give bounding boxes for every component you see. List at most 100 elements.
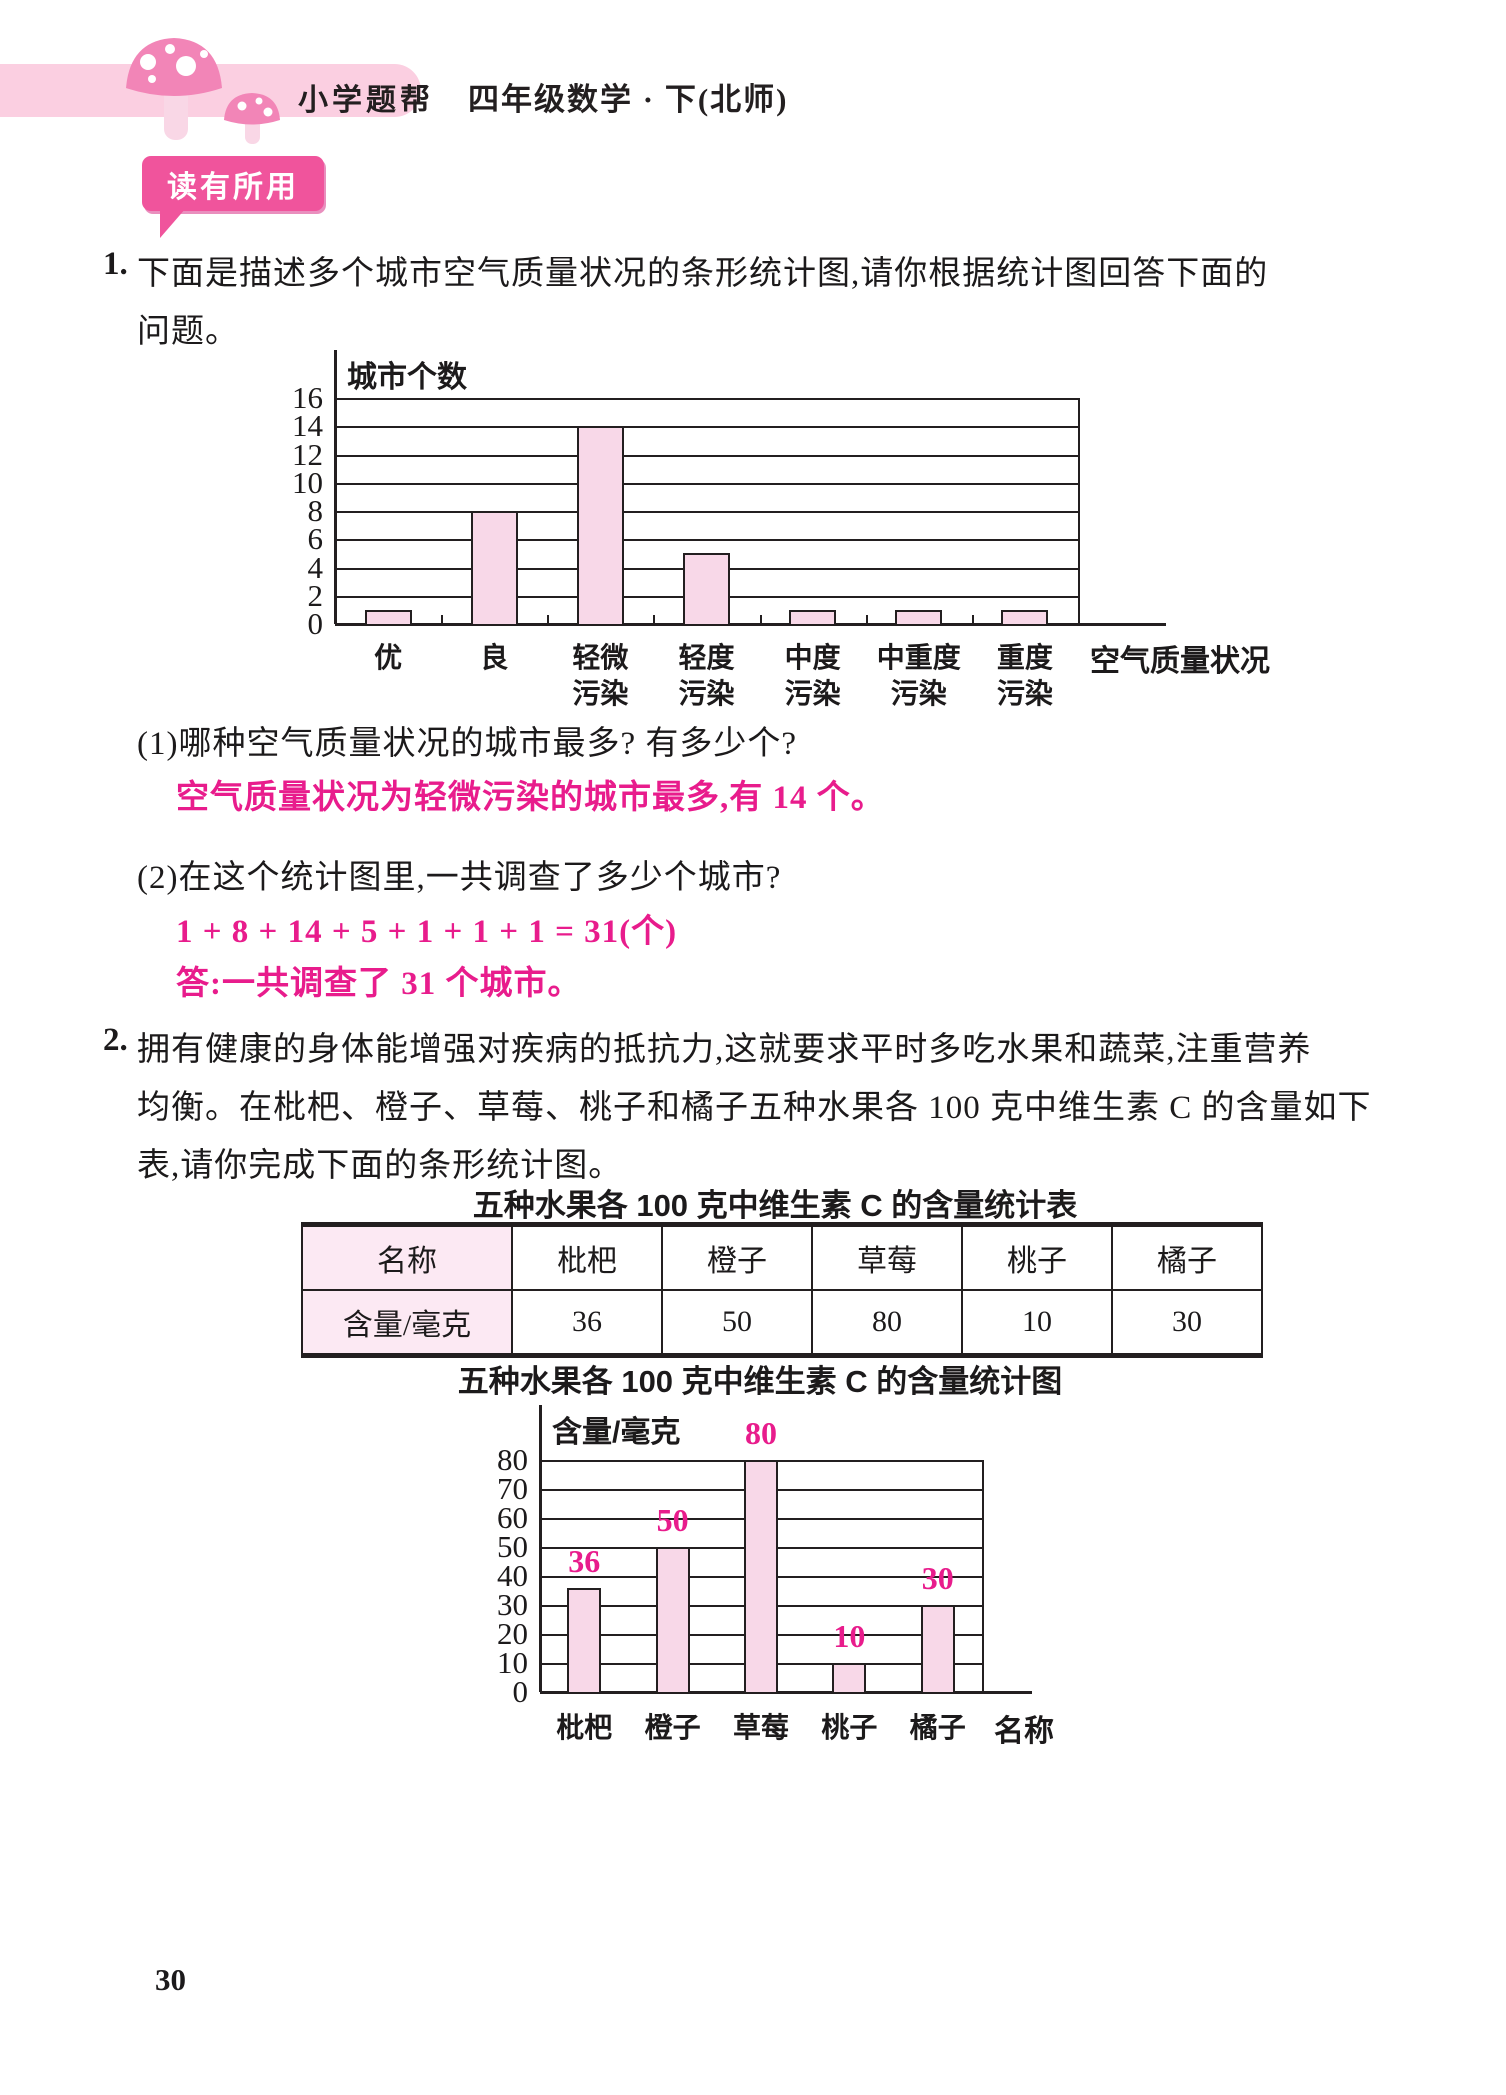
q2-text-line3: 表,请你完成下面的条形统计图。	[137, 1148, 623, 1184]
y-tick-label: 10	[497, 1645, 528, 1680]
y-tick-label: 0	[512, 1674, 529, 1709]
y-tick-label: 4	[307, 549, 324, 585]
x-axis-tick	[759, 615, 762, 623]
table-row: 含量/毫克 36 50 80 10 30	[301, 1289, 1263, 1357]
bar	[744, 1460, 778, 1692]
mushroom-logo-icon	[126, 38, 280, 144]
bar	[1001, 609, 1049, 624]
x-axis-tick	[547, 615, 550, 623]
table-value-cell: 80	[811, 1289, 963, 1357]
y-tick-label: 50	[497, 1529, 528, 1564]
gridline	[335, 511, 1078, 513]
x-category-label: 枇杷	[556, 1712, 613, 1743]
chart2-title: 五种水果各 100 克中维生素 C 的含量统计图	[457, 1364, 1063, 1399]
q2-number: 2.	[103, 1022, 128, 1058]
table-value-cell: 10	[961, 1289, 1113, 1357]
vitamin-table: 名称 枇杷 橙子 草莓 桃子 橘子 含量/毫克 36 50 80 10 30	[301, 1222, 1263, 1358]
bar	[920, 1605, 955, 1692]
gridline	[335, 398, 1078, 400]
x-category-label: 中重度	[876, 642, 961, 673]
plot-right-border	[982, 1460, 984, 1692]
table-header-cell: 橘子	[1111, 1223, 1263, 1291]
brand-title: 小学题帮	[298, 84, 434, 117]
bar	[576, 426, 624, 624]
q2-text-line2: 均衡。在枇杷、橙子、草莓、桃子和橘子五种水果各 100 克中维生素 C 的含量如…	[137, 1090, 1372, 1126]
gridline	[335, 426, 1078, 429]
q1-text-line1: 下面是描述多个城市空气质量状况的条形统计图,请你根据统计图回答下面的	[137, 256, 1269, 292]
gridline	[335, 454, 1078, 457]
x-category-label: 重度	[996, 642, 1053, 673]
x-category-label: 草莓	[732, 1712, 789, 1743]
section-badge-label: 读有所用	[167, 170, 299, 204]
bar-value-label: 36	[568, 1542, 601, 1579]
x-category-label: 污染	[572, 678, 629, 709]
y-tick-label: 80	[497, 1442, 528, 1477]
y-tick-label: 2	[307, 577, 324, 613]
x-axis-tick	[653, 615, 656, 623]
y-tick-label: 8	[307, 493, 324, 528]
q2-text-line1: 拥有健康的身体能增强对疾病的抵抗力,这就要求平时多吃水果和蔬菜,注重营养	[137, 1032, 1312, 1068]
q1-number: 1.	[103, 246, 128, 282]
table-header-cell: 桃子	[961, 1223, 1113, 1291]
x-axis-tick	[971, 615, 974, 623]
x-axis-tick	[441, 615, 444, 623]
q1-sub2-answer: 答:一共调查了 31 个城市。	[176, 966, 582, 1002]
bar-value-label: 50	[656, 1502, 689, 1538]
gridline	[335, 539, 1078, 542]
x-category-label: 橙子	[644, 1712, 701, 1743]
table-label-cell: 名称	[301, 1223, 513, 1291]
bar	[789, 609, 837, 624]
x-category-label: 良	[480, 642, 509, 673]
x-axis-line	[540, 1691, 1032, 1694]
gridline	[335, 482, 1078, 485]
y-tick-label: 30	[497, 1587, 528, 1622]
y-tick-label: 10	[292, 464, 323, 500]
x-category-label: 橘子	[909, 1712, 966, 1743]
x-axis-line	[335, 623, 1166, 626]
table-header-cell: 枇杷	[511, 1223, 663, 1291]
bar	[832, 1663, 867, 1692]
x-category-label: 污染	[996, 678, 1053, 709]
bar-value-label: 10	[833, 1618, 866, 1654]
q1-sub1-question: (1)哪种空气质量状况的城市最多? 有多少个?	[137, 726, 798, 762]
x-axis-tick	[865, 615, 868, 623]
page-number: 30	[155, 1962, 186, 1997]
badge-tail	[160, 208, 186, 238]
x-category-label: 中度	[784, 642, 841, 673]
x-category-label: 桃子	[821, 1712, 878, 1743]
y-axis-label: 含量/毫克	[552, 1416, 681, 1449]
bar-value-label: 30	[921, 1560, 954, 1596]
bar	[470, 511, 518, 624]
x-category-label: 优	[374, 642, 403, 673]
table-title: 五种水果各 100 克中维生素 C 的含量统计表	[472, 1188, 1078, 1223]
bar	[364, 609, 412, 624]
y-tick-label: 70	[497, 1471, 528, 1506]
y-tick-label: 14	[292, 408, 323, 444]
bar-value-label: 80	[744, 1415, 777, 1451]
x-axis-label: 空气质量状况	[1090, 645, 1270, 678]
table-header-cell: 草莓	[811, 1223, 963, 1291]
q1-sub1-answer: 空气质量状况为轻微污染的城市最多,有 14 个。	[176, 780, 885, 816]
edition-title: 四年级数学 · 下(北师)	[468, 82, 789, 117]
table-header-cell: 橙子	[661, 1223, 813, 1291]
y-tick-label: 40	[497, 1558, 528, 1593]
y-axis-line	[334, 350, 337, 624]
table-value-cell: 30	[1111, 1289, 1263, 1357]
section-badge: 读有所用	[142, 156, 324, 211]
table-row: 名称 枇杷 橙子 草莓 桃子 橘子	[301, 1223, 1263, 1291]
plot-right-border	[1078, 398, 1080, 624]
y-tick-label: 60	[497, 1500, 528, 1535]
x-axis-label: 名称	[994, 1715, 1054, 1748]
x-category-label: 轻微	[572, 642, 629, 673]
table-value-cell: 50	[661, 1289, 813, 1357]
y-tick-label: 6	[307, 521, 324, 557]
y-tick-label: 0	[307, 606, 324, 641]
q1-sub2-question: (2)在这个统计图里,一共调查了多少个城市?	[137, 860, 782, 896]
y-tick-label: 12	[292, 436, 323, 472]
table-value-cell: 36	[511, 1289, 663, 1357]
q1-sub2-work: 1 + 8 + 14 + 5 + 1 + 1 + 1 = 31(个)	[176, 914, 678, 950]
bar	[683, 553, 730, 624]
y-tick-label: 20	[497, 1616, 528, 1651]
bar	[567, 1587, 602, 1692]
